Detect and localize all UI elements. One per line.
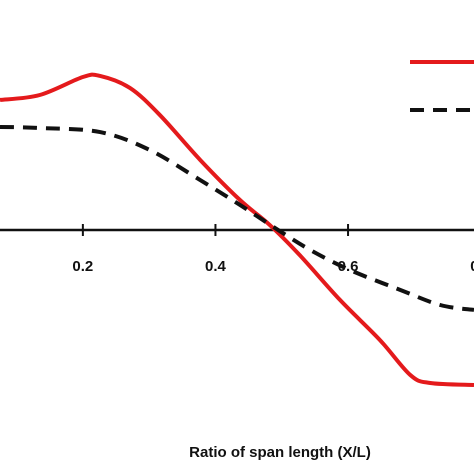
x-tick-label: 0.8 <box>470 258 474 275</box>
x-axis-label: Ratio of span length (X/L) <box>189 444 371 461</box>
series-line <box>0 72 474 387</box>
series-line <box>0 124 474 312</box>
x-tick-label: 0.2 <box>72 258 93 275</box>
x-tick-label: 0.4 <box>205 258 227 275</box>
x-tick-label: 0.6 <box>338 258 359 275</box>
